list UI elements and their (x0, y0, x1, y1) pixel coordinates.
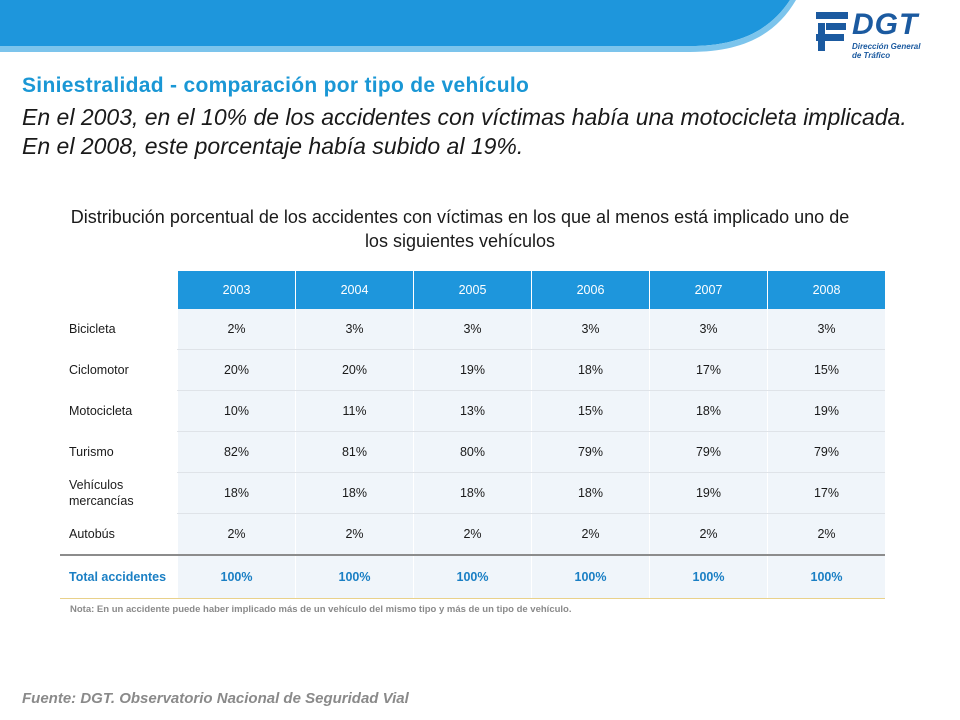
total-cell: 100% (531, 554, 650, 599)
page-title: Siniestralidad - comparación por tipo de… (22, 74, 530, 97)
row-label: Motocicleta (60, 390, 178, 432)
table-cell: 2% (531, 513, 650, 556)
table-cell: 80% (413, 431, 532, 473)
table-cell: 15% (767, 349, 885, 391)
table-row: Bicicleta 2% 3% 3% 3% 3% 3% (60, 309, 885, 350)
table-cell: 2% (413, 513, 532, 556)
accidents-table: 2003 2004 2005 2006 2007 2008 Bicicleta … (60, 271, 885, 599)
column-header: 2005 (413, 271, 532, 309)
table-cell: 81% (295, 431, 414, 473)
table-cell: 17% (649, 349, 768, 391)
column-header: 2006 (531, 271, 650, 309)
table-cell: 18% (531, 349, 650, 391)
table-note: Nota: En un accidente puede haber implic… (70, 604, 572, 615)
table-cell: 79% (649, 431, 768, 473)
row-label: Autobús (60, 513, 178, 555)
header-band (0, 0, 796, 52)
table-cell: 19% (413, 349, 532, 391)
table-row: Motocicleta 10% 11% 13% 15% 18% 19% (60, 390, 885, 432)
total-cell: 100% (295, 554, 414, 599)
logo-wordmark: DGT (852, 8, 919, 41)
table-cell: 3% (649, 309, 768, 350)
total-cell: 100% (767, 554, 885, 599)
column-header: 2007 (649, 271, 768, 309)
table-row: Autobús 2% 2% 2% 2% 2% 2% (60, 513, 885, 556)
table-cell: 18% (177, 472, 296, 514)
logo-subtitle: Dirección General de Tráfico (852, 42, 920, 60)
column-header: 2004 (295, 271, 414, 309)
table-cell: 20% (177, 349, 296, 391)
row-label: Turismo (60, 431, 178, 473)
table-cell: 3% (413, 309, 532, 350)
table-corner-cell (60, 271, 178, 309)
table-cell: 79% (767, 431, 885, 473)
logo-subtitle-line2: de Tráfico (852, 51, 891, 60)
logo-subtitle-line1: Dirección General (852, 42, 921, 51)
table-cell: 3% (295, 309, 414, 350)
table-cell: 18% (295, 472, 414, 514)
table-cell: 2% (767, 513, 885, 556)
table-cell: 18% (531, 472, 650, 514)
page-subtitle: En el 2003, en el 10% de los accidentes … (22, 104, 907, 159)
table-cell: 15% (531, 390, 650, 432)
table-cell: 18% (413, 472, 532, 514)
total-label: Total accidentes (60, 554, 178, 599)
column-header: 2003 (177, 271, 296, 309)
table-cell: 18% (649, 390, 768, 432)
table-cell: 19% (767, 390, 885, 432)
table-caption: Distribución porcentual de los accidente… (70, 207, 850, 251)
total-cell: 100% (177, 554, 296, 599)
table-cell: 19% (649, 472, 768, 514)
source-footer: Fuente: DGT. Observatorio Nacional de Se… (22, 690, 409, 707)
table-cell: 2% (177, 513, 296, 556)
dgt-logo-icon (816, 12, 848, 51)
column-header: 2008 (767, 271, 885, 309)
table-cell: 2% (649, 513, 768, 556)
total-cell: 100% (413, 554, 532, 599)
table-cell: 11% (295, 390, 414, 432)
table-cell: 82% (177, 431, 296, 473)
table-total-row: Total accidentes 100% 100% 100% 100% 100… (60, 554, 885, 599)
row-label: Ciclomotor (60, 349, 178, 391)
table-cell: 79% (531, 431, 650, 473)
table-row: Turismo 82% 81% 80% 79% 79% 79% (60, 431, 885, 473)
row-label: Vehículos mercancías (60, 472, 178, 514)
total-cell: 100% (649, 554, 768, 599)
table-cell: 3% (531, 309, 650, 350)
table-row: Vehículos mercancías 18% 18% 18% 18% 19%… (60, 472, 885, 514)
table-row: Ciclomotor 20% 20% 19% 18% 17% 15% (60, 349, 885, 391)
table-header-row: 2003 2004 2005 2006 2007 2008 (60, 271, 885, 309)
table-cell: 3% (767, 309, 885, 350)
table-cell: 13% (413, 390, 532, 432)
table-cell: 17% (767, 472, 885, 514)
table-cell: 2% (177, 309, 296, 350)
table-cell: 10% (177, 390, 296, 432)
table-cell: 20% (295, 349, 414, 391)
table-cell: 2% (295, 513, 414, 556)
row-label: Bicicleta (60, 309, 178, 350)
